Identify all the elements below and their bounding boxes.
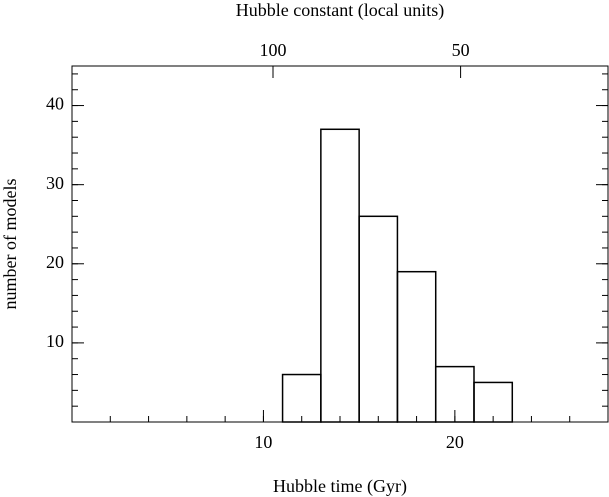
x2-tick-label: 50 (452, 40, 470, 60)
x2-tick-label: 100 (260, 40, 287, 60)
y-axis-label: number of models (0, 179, 20, 310)
bar (396, 270, 437, 423)
bar (320, 128, 360, 423)
x-tick-label: 10 (254, 432, 272, 452)
y-tick-label: 40 (46, 94, 64, 114)
plot-frame (71, 65, 609, 423)
y-tick-label: 20 (46, 252, 64, 272)
bar (358, 215, 399, 423)
x-tick-label: 20 (446, 432, 464, 452)
y-tick-label: 30 (46, 173, 64, 193)
bar (281, 373, 322, 423)
y-tick-label: 10 (46, 331, 64, 351)
x2-axis-label: Hubble constant (local units) (236, 0, 444, 21)
x-axis-label: Hubble time (Gyr) (273, 476, 407, 497)
bar (473, 381, 514, 423)
